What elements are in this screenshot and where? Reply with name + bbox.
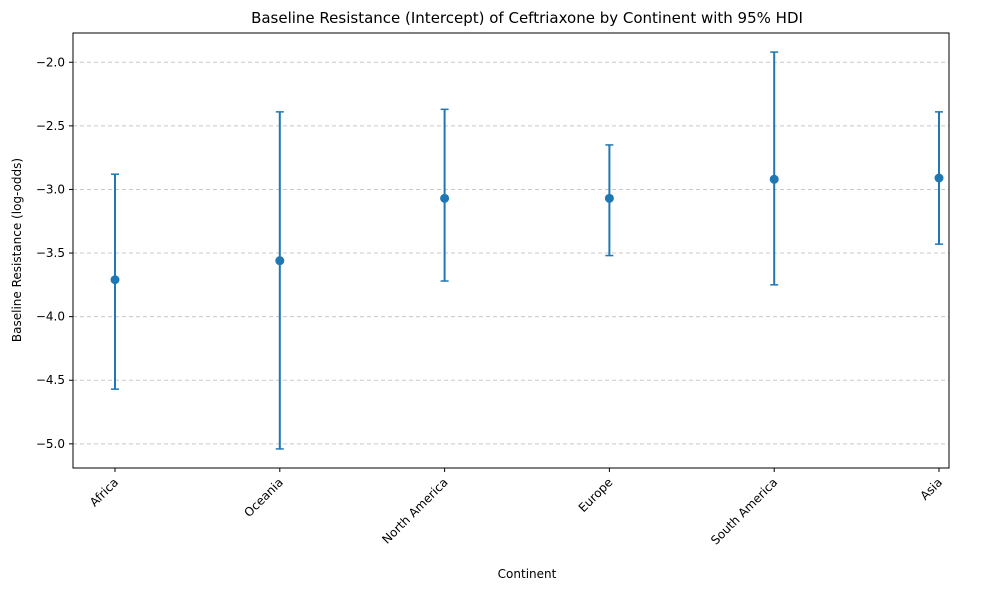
x-axis: Africa Oceania North America Europe South Am… xyxy=(87,468,945,547)
x-tick-label: North America xyxy=(379,475,450,546)
error-bar-series xyxy=(110,51,944,450)
data-point xyxy=(110,275,120,285)
x-tick-label: Europe xyxy=(576,475,616,515)
y-tick-label: −5.0 xyxy=(36,437,65,451)
data-point xyxy=(934,173,944,183)
x-tick-label: Asia xyxy=(917,475,945,503)
data-point xyxy=(440,193,450,203)
data-point xyxy=(275,256,285,266)
x-tick-label: Oceania xyxy=(241,475,286,520)
y-tick-label: −2.0 xyxy=(36,55,65,69)
y-tick-label: −2.5 xyxy=(36,119,65,133)
plot-frame xyxy=(72,32,950,469)
chart-title: Baseline Resistance (Intercept) of Ceftr… xyxy=(251,9,803,27)
y-tick-label: −3.5 xyxy=(36,246,65,260)
y-tick-label: −4.0 xyxy=(36,310,65,324)
y-tick-label: −3.0 xyxy=(36,182,65,196)
y-axis-label: Baseline Resistance (log-odds) xyxy=(10,158,24,342)
data-point xyxy=(604,193,614,203)
x-tick-label: Africa xyxy=(87,475,121,509)
y-axis: −5.0 −4.5 −4.0 −3.5 −3.0 −2.5 −2.0 xyxy=(36,55,73,451)
grid-layer xyxy=(73,61,949,445)
x-axis-label: Continent xyxy=(498,567,557,581)
data-point xyxy=(769,174,779,184)
y-tick-label: −4.5 xyxy=(36,373,65,387)
x-tick-label: South America xyxy=(708,475,780,547)
